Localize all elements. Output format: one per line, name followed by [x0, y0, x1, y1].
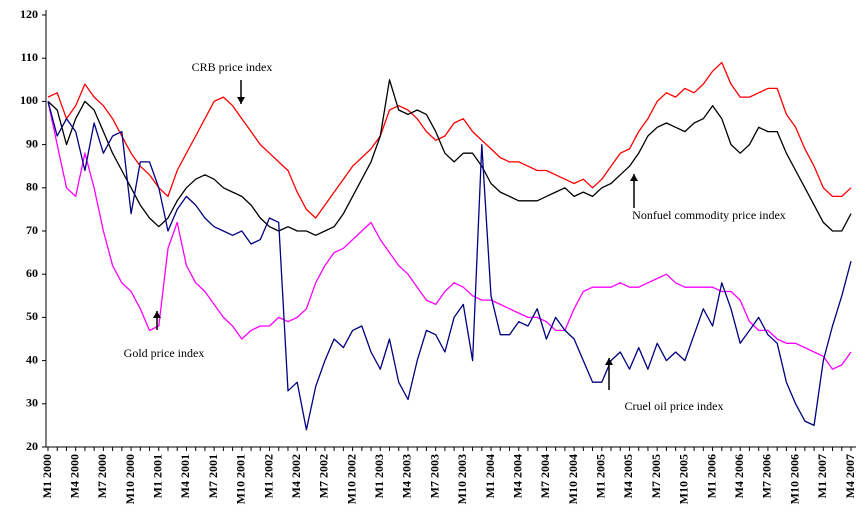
series-line: [47, 101, 852, 431]
y-tick-label: 100: [20, 93, 38, 107]
x-tick-label: M7 2002: [317, 454, 331, 498]
x-tick-label: M10 2005: [677, 454, 691, 504]
y-tick-label: 60: [26, 266, 38, 280]
x-tick-label: M10 2006: [787, 454, 801, 504]
x-tick-label: M10 2002: [344, 454, 358, 504]
series-label: CRB price index: [192, 60, 273, 74]
arrow-head: [153, 311, 161, 318]
x-tick-label: M1 2002: [261, 454, 275, 498]
x-tick-label: M10 2004: [566, 454, 580, 504]
series-line: [47, 101, 852, 370]
y-tick-label: 20: [26, 439, 38, 453]
y-tick-label: 30: [26, 396, 38, 410]
y-tick-label: 40: [26, 352, 38, 366]
series-label: Gold price index: [124, 346, 205, 360]
x-tick-label: M1 2007: [815, 454, 829, 498]
x-tick-label: M10 2001: [234, 454, 248, 504]
x-tick-label: M4 2004: [510, 454, 524, 498]
y-tick-label: 90: [26, 136, 38, 150]
y-tick-label: 110: [21, 50, 38, 64]
x-tick-label: M1 2005: [594, 454, 608, 498]
x-tick-label: M7 2003: [427, 454, 441, 498]
x-tick-label: M4 2002: [289, 454, 303, 498]
y-tick-label: 80: [26, 180, 38, 194]
series-line: [47, 79, 852, 236]
x-tick-label: M10 2000: [123, 454, 137, 504]
arrow-head: [630, 174, 638, 181]
y-tick-label: 120: [20, 7, 38, 21]
arrow-head: [237, 97, 245, 104]
arrow-head: [605, 358, 613, 365]
x-tick-label: M4 2007: [843, 454, 857, 498]
x-tick-label: M1 2000: [40, 454, 54, 498]
x-tick-label: M1 2004: [483, 454, 497, 498]
x-tick-label: M4 2003: [400, 454, 414, 498]
series-label: Nonfuel commodity price index: [632, 208, 786, 222]
x-tick-label: M1 2006: [704, 454, 718, 498]
x-tick-label: M10 2003: [455, 454, 469, 504]
series-line: [47, 61, 852, 219]
x-tick-label: M4 2001: [178, 454, 192, 498]
x-tick-label: M7 2005: [649, 454, 663, 498]
x-tick-label: M1 2001: [151, 454, 165, 498]
x-tick-label: M7 2006: [760, 454, 774, 498]
x-tick-label: M7 2000: [95, 454, 109, 498]
x-tick-label: M4 2000: [67, 454, 81, 498]
y-tick-label: 70: [26, 223, 38, 237]
y-tick-label: 50: [26, 309, 38, 323]
series-label: Cruel oil price index: [625, 399, 724, 413]
x-tick-label: M7 2004: [538, 454, 552, 498]
x-tick-label: M4 2005: [621, 454, 635, 498]
x-tick-label: M4 2006: [732, 454, 746, 498]
x-tick-label: M1 2003: [372, 454, 386, 498]
x-tick-label: M7 2001: [206, 454, 220, 498]
